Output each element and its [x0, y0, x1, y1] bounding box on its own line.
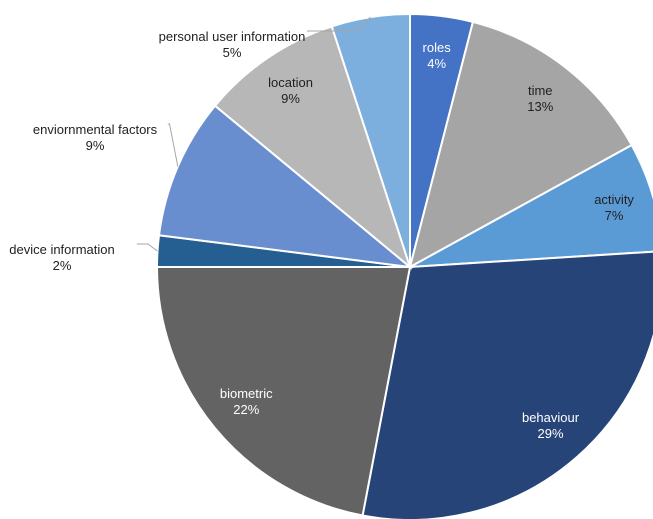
- slice-label: personal user information 5%: [147, 29, 317, 61]
- value-label: 5%: [222, 45, 242, 60]
- category-label: device information: [9, 242, 115, 257]
- slice-label: biometric 22%: [191, 386, 301, 418]
- pie-slice: [330, 12, 411, 268]
- category-label: roles: [422, 40, 451, 56]
- leader-line: [137, 243, 158, 252]
- slice-label: device information 2%: [0, 242, 147, 274]
- category-label: activity: [594, 191, 634, 207]
- slice-label: activity 7%: [559, 192, 653, 224]
- pie-slice: [408, 20, 634, 269]
- value-label: 22%: [233, 402, 260, 418]
- slice-label: enviornmental factors 9%: [10, 122, 180, 154]
- slice-label: location 9%: [236, 75, 346, 107]
- value-label: 9%: [85, 138, 105, 153]
- category-label: biometric: [219, 386, 273, 402]
- value-label: 29%: [537, 426, 564, 442]
- value-label: 2%: [52, 258, 72, 273]
- category-label: behaviour: [521, 410, 580, 426]
- pie-slice: [155, 266, 412, 517]
- value-label: 9%: [281, 91, 300, 107]
- leader-line: [307, 16, 371, 32]
- value-label: 4%: [427, 56, 447, 72]
- pie-slice: [157, 104, 414, 269]
- category-label: time: [527, 83, 553, 99]
- slice-label: roles 4%: [382, 40, 492, 72]
- category-label: location: [268, 75, 313, 91]
- pie-slice: [361, 250, 653, 519]
- slice-label: behaviour 29%: [496, 410, 606, 442]
- category-label: enviornmental factors: [32, 122, 158, 137]
- pie-slice: [213, 25, 413, 270]
- value-label: 13%: [527, 99, 554, 115]
- value-label: 7%: [604, 207, 624, 223]
- slice-label: time 13%: [485, 83, 595, 115]
- category-label: personal user information: [158, 29, 306, 44]
- leader-line: [167, 123, 179, 167]
